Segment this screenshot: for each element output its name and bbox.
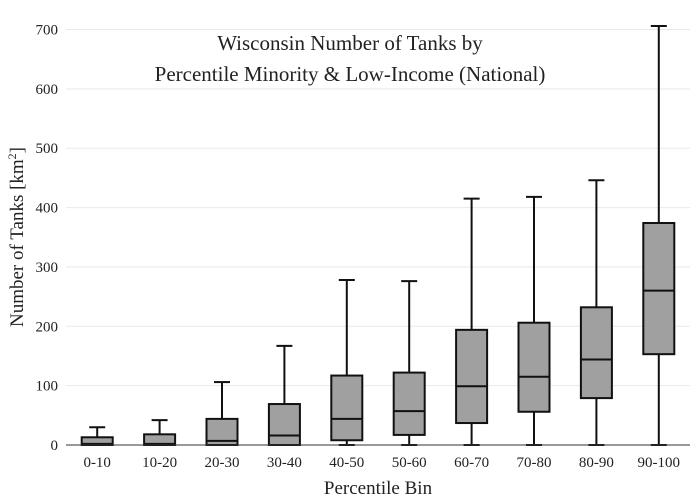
iqr-box	[330, 374, 364, 442]
chart-title-line2: Percentile Minority & Low-Income (Nation…	[155, 62, 546, 86]
iqr-box	[642, 222, 676, 356]
y-tick-label: 0	[51, 438, 59, 454]
y-axis-label-end: ]	[7, 147, 28, 153]
grid-layer	[66, 29, 690, 387]
y-tick-label: 400	[36, 201, 59, 217]
x-tick-label: 90-100	[638, 455, 681, 471]
iqr-box	[579, 306, 613, 400]
y-tick-label: 700	[36, 23, 59, 39]
y-axis-label-main: Number of Tanks [km	[7, 159, 28, 327]
box-90-100	[642, 24, 676, 446]
x-tick-label: 10-20	[142, 455, 177, 471]
x-tick-label: 70-80	[517, 455, 552, 471]
box-0-10	[80, 426, 114, 446]
x-tick-label: 80-90	[579, 455, 614, 471]
iqr-box	[392, 371, 426, 436]
box-50-60	[392, 280, 426, 446]
iqr-box	[455, 328, 489, 425]
y-tick-labels: 0 100 200 300 400 500 600 700	[36, 23, 59, 455]
box-80-90	[579, 179, 613, 446]
iqr-box	[267, 403, 301, 447]
x-tick-label: 40-50	[329, 455, 364, 471]
y-axis-label-superscript: 2	[5, 153, 19, 159]
y-tick-label: 600	[36, 82, 59, 98]
box-70-80	[517, 195, 551, 446]
x-tick-labels: 0-10 10-20 20-30 30-40 40-50 50-60 60-70 70-80 8…	[83, 455, 680, 471]
x-tick-label: 60-70	[454, 455, 489, 471]
y-axis-label: Number of Tanks [km2]	[5, 147, 28, 327]
y-tick-label: 200	[36, 319, 59, 335]
y-tick-label: 500	[36, 141, 59, 157]
box-30-40	[267, 344, 301, 447]
iqr-box	[517, 321, 551, 413]
x-tick-label: 0-10	[83, 455, 111, 471]
box-10-20	[143, 419, 177, 446]
box-20-30	[205, 381, 239, 446]
box-40-50	[330, 278, 364, 446]
x-tick-label: 20-30	[205, 455, 240, 471]
y-tick-label: 300	[36, 260, 59, 276]
y-tick-label: 100	[36, 379, 59, 395]
x-tick-label: 30-40	[267, 455, 302, 471]
x-tick-label: 50-60	[392, 455, 427, 471]
chart-title-line1: Wisconsin Number of Tanks by	[217, 31, 483, 55]
x-axis-label: Percentile Bin	[324, 478, 433, 499]
box-60-70	[455, 197, 489, 446]
boxes-layer	[80, 24, 676, 447]
